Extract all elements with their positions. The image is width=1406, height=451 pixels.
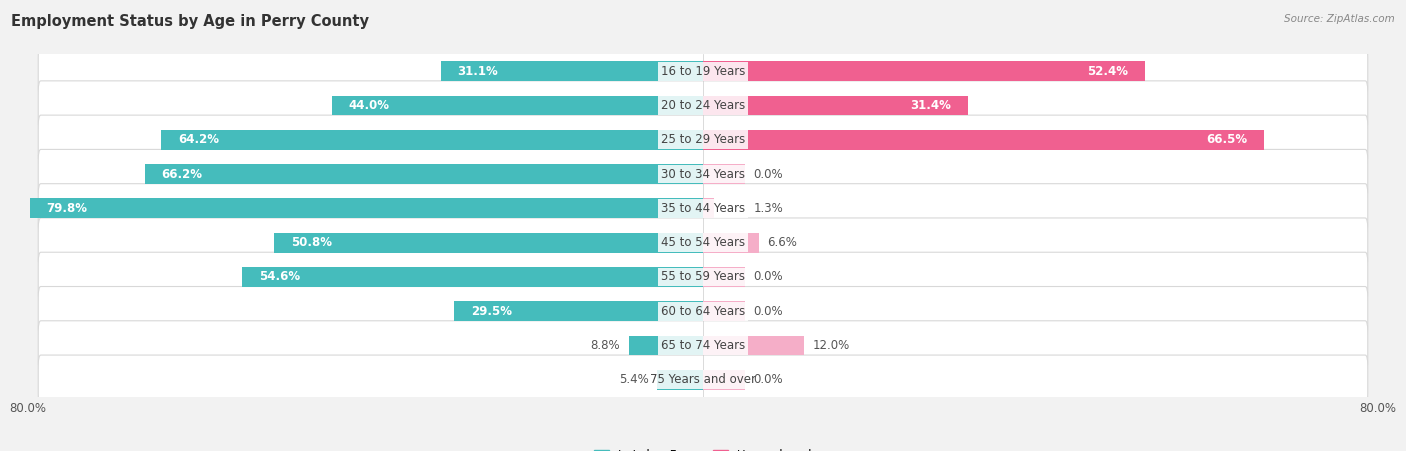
Bar (703, 61, 1144, 81)
Text: 25 to 29 Years: 25 to 29 Years (661, 133, 745, 146)
FancyBboxPatch shape (38, 218, 1368, 267)
Text: 31.1%: 31.1% (457, 65, 498, 78)
Bar (30, 198, 703, 218)
Text: 66.5%: 66.5% (1206, 133, 1247, 146)
FancyBboxPatch shape (38, 252, 1368, 302)
Text: 64.2%: 64.2% (179, 133, 219, 146)
Text: 79.8%: 79.8% (46, 202, 87, 215)
Text: 31.4%: 31.4% (910, 99, 950, 112)
Text: 65 to 74 Years: 65 to 74 Years (661, 339, 745, 352)
Bar (703, 336, 804, 355)
Text: 0.0%: 0.0% (754, 271, 783, 283)
Text: 0.0%: 0.0% (754, 305, 783, 318)
Text: 50.8%: 50.8% (291, 236, 332, 249)
Text: 66.2%: 66.2% (162, 168, 202, 180)
Text: 20 to 24 Years: 20 to 24 Years (661, 99, 745, 112)
Text: 0.0%: 0.0% (754, 168, 783, 180)
Text: 44.0%: 44.0% (349, 99, 389, 112)
Bar (440, 61, 703, 81)
Text: 55 to 59 Years: 55 to 59 Years (661, 271, 745, 283)
Text: 54.6%: 54.6% (259, 271, 301, 283)
Text: 8.8%: 8.8% (591, 339, 620, 352)
Bar (703, 233, 759, 253)
FancyBboxPatch shape (38, 184, 1368, 233)
Bar (658, 370, 703, 390)
Text: 16 to 19 Years: 16 to 19 Years (661, 65, 745, 78)
Text: Employment Status by Age in Perry County: Employment Status by Age in Perry County (11, 14, 370, 28)
Text: 1.3%: 1.3% (754, 202, 783, 215)
FancyBboxPatch shape (38, 355, 1368, 405)
Legend: In Labor Force, Unemployed: In Labor Force, Unemployed (589, 444, 817, 451)
FancyBboxPatch shape (38, 149, 1368, 199)
Bar (703, 370, 745, 390)
Text: 29.5%: 29.5% (471, 305, 512, 318)
Text: 5.4%: 5.4% (619, 373, 650, 386)
Bar (703, 130, 1264, 150)
Bar (162, 130, 703, 150)
FancyBboxPatch shape (38, 115, 1368, 165)
Bar (703, 198, 714, 218)
FancyBboxPatch shape (38, 46, 1368, 96)
Bar (703, 301, 745, 321)
Bar (703, 164, 745, 184)
Text: 12.0%: 12.0% (813, 339, 849, 352)
FancyBboxPatch shape (38, 81, 1368, 130)
Bar (628, 336, 703, 355)
Text: 45 to 54 Years: 45 to 54 Years (661, 236, 745, 249)
Bar (274, 233, 703, 253)
Text: 30 to 34 Years: 30 to 34 Years (661, 168, 745, 180)
Bar (703, 96, 967, 115)
Bar (454, 301, 703, 321)
Text: 0.0%: 0.0% (754, 373, 783, 386)
Text: 75 Years and over: 75 Years and over (650, 373, 756, 386)
Text: 35 to 44 Years: 35 to 44 Years (661, 202, 745, 215)
Text: 6.6%: 6.6% (768, 236, 797, 249)
Bar (703, 267, 745, 287)
Text: 60 to 64 Years: 60 to 64 Years (661, 305, 745, 318)
Bar (145, 164, 703, 184)
Bar (242, 267, 703, 287)
FancyBboxPatch shape (38, 286, 1368, 336)
Bar (332, 96, 703, 115)
Text: Source: ZipAtlas.com: Source: ZipAtlas.com (1284, 14, 1395, 23)
FancyBboxPatch shape (38, 321, 1368, 370)
Text: 52.4%: 52.4% (1087, 65, 1128, 78)
